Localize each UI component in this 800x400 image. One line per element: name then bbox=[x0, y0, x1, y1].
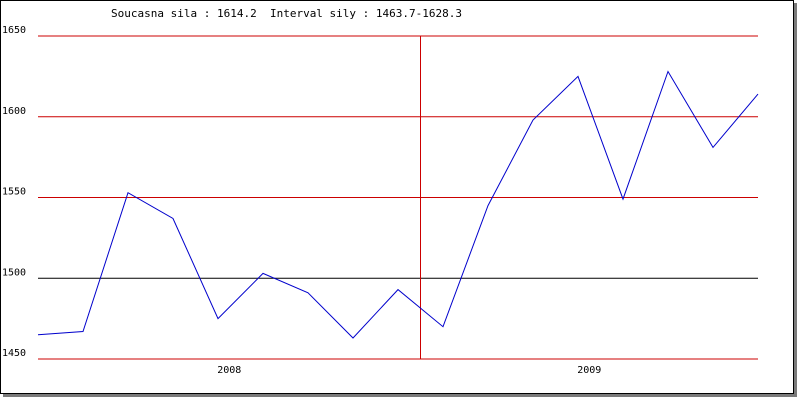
strength-interval-label: Interval sily : 1463.7-1628.3 bbox=[269, 7, 463, 20]
y-tick-label: 1550 bbox=[2, 187, 26, 198]
data-point bbox=[37, 334, 39, 336]
chart-svg: 1450 1500 1550 1600 1650 2008 2009 bbox=[2, 25, 759, 376]
data-point bbox=[307, 292, 309, 294]
data-point bbox=[262, 272, 264, 274]
y-tick-label: 1650 bbox=[2, 25, 26, 36]
y-tick-label: 1500 bbox=[2, 267, 26, 278]
data-point bbox=[82, 331, 84, 333]
chart-frame: Soucasna sila : 1614.2 Interval sily : 1… bbox=[0, 0, 794, 394]
series-line bbox=[37, 70, 759, 339]
data-point bbox=[667, 71, 669, 73]
x-tick-label: 2008 bbox=[217, 365, 241, 376]
data-point bbox=[127, 192, 129, 194]
data-point bbox=[397, 289, 399, 291]
data-point bbox=[712, 146, 714, 148]
y-tick-label: 1450 bbox=[2, 348, 26, 359]
x-tick-label: 2009 bbox=[577, 365, 601, 376]
data-point bbox=[532, 119, 534, 121]
data-point bbox=[442, 326, 444, 328]
y-tick-label: 1600 bbox=[2, 106, 26, 117]
data-point bbox=[217, 318, 219, 320]
data-point bbox=[487, 205, 489, 207]
current-strength-label: Soucasna sila : 1614.2 bbox=[111, 7, 257, 20]
data-point bbox=[622, 198, 624, 200]
data-point bbox=[757, 93, 759, 95]
chart-header: Soucasna sila : 1614.2 Interval sily : 1… bbox=[111, 7, 462, 20]
data-point bbox=[352, 337, 354, 339]
data-point bbox=[172, 217, 174, 219]
data-point bbox=[577, 75, 579, 77]
